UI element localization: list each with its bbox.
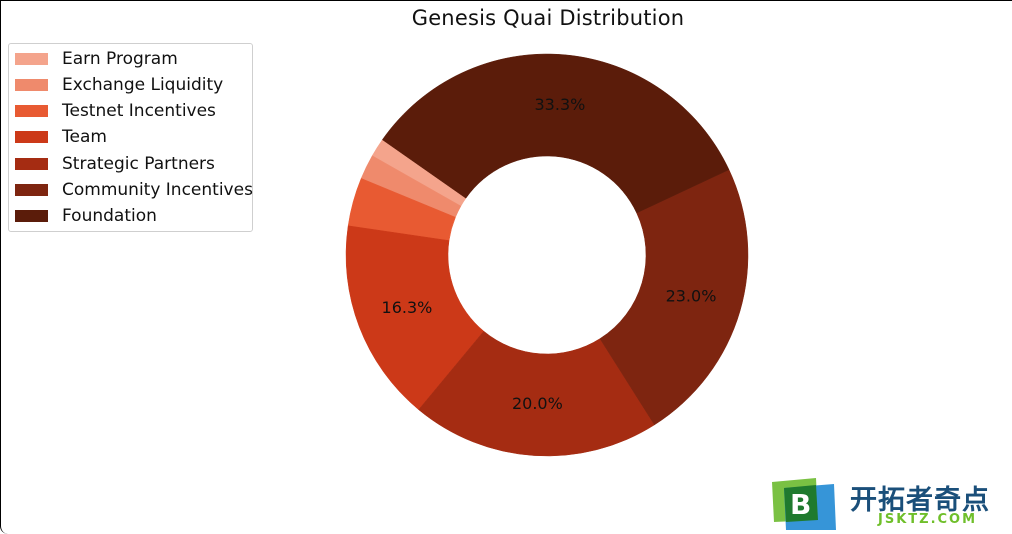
slice-strategic-partners: [418, 330, 655, 457]
legend-item-foundation: Foundation: [15, 205, 157, 227]
slice-team: [345, 225, 485, 411]
legend-swatch: [15, 79, 48, 91]
legend-item-team: Team: [15, 126, 107, 148]
legend: Earn Program Exchange Liquidity Testnet …: [8, 43, 253, 232]
watermark-text: 开拓者奇点: [850, 485, 990, 516]
slice-label: 20.0%: [512, 394, 563, 413]
slice-label: 16.3%: [382, 298, 433, 317]
chart-title: Genesis Quai Distribution: [411, 6, 685, 30]
legend-label: Foundation: [62, 206, 157, 226]
slice-label: 23.0%: [666, 287, 717, 306]
legend-item-testnet-incentives: Testnet Incentives: [15, 100, 216, 122]
legend-swatch: [15, 158, 48, 170]
legend-item-exchange-liquidity: Exchange Liquidity: [15, 74, 223, 96]
legend-swatch: [15, 131, 48, 143]
slice-label: 33.3%: [535, 95, 586, 114]
legend-swatch: [15, 184, 48, 196]
legend-label: Team: [62, 127, 107, 147]
legend-item-community-incentives: Community Incentives: [15, 179, 253, 201]
legend-swatch: [15, 105, 48, 117]
logo-b-icon: B: [772, 478, 836, 530]
slice-community-incentives: [599, 169, 749, 426]
legend-swatch: [15, 53, 48, 65]
legend-label: Testnet Incentives: [62, 101, 216, 121]
legend-swatch: [15, 210, 48, 222]
slice-foundation: [382, 53, 730, 214]
logo-letter: B: [790, 488, 811, 521]
legend-item-earn-program: Earn Program: [15, 48, 178, 70]
legend-item-strategic-partners: Strategic Partners: [15, 153, 215, 175]
legend-label: Community Incentives: [62, 180, 253, 200]
watermark-subtext: JSKTZ.COM: [878, 512, 978, 527]
legend-label: Strategic Partners: [62, 154, 215, 174]
watermark-logo: B 开拓者奇点 JSKTZ.COM: [770, 474, 1006, 532]
legend-label: Exchange Liquidity: [62, 75, 224, 95]
legend-label: Earn Program: [62, 49, 178, 69]
